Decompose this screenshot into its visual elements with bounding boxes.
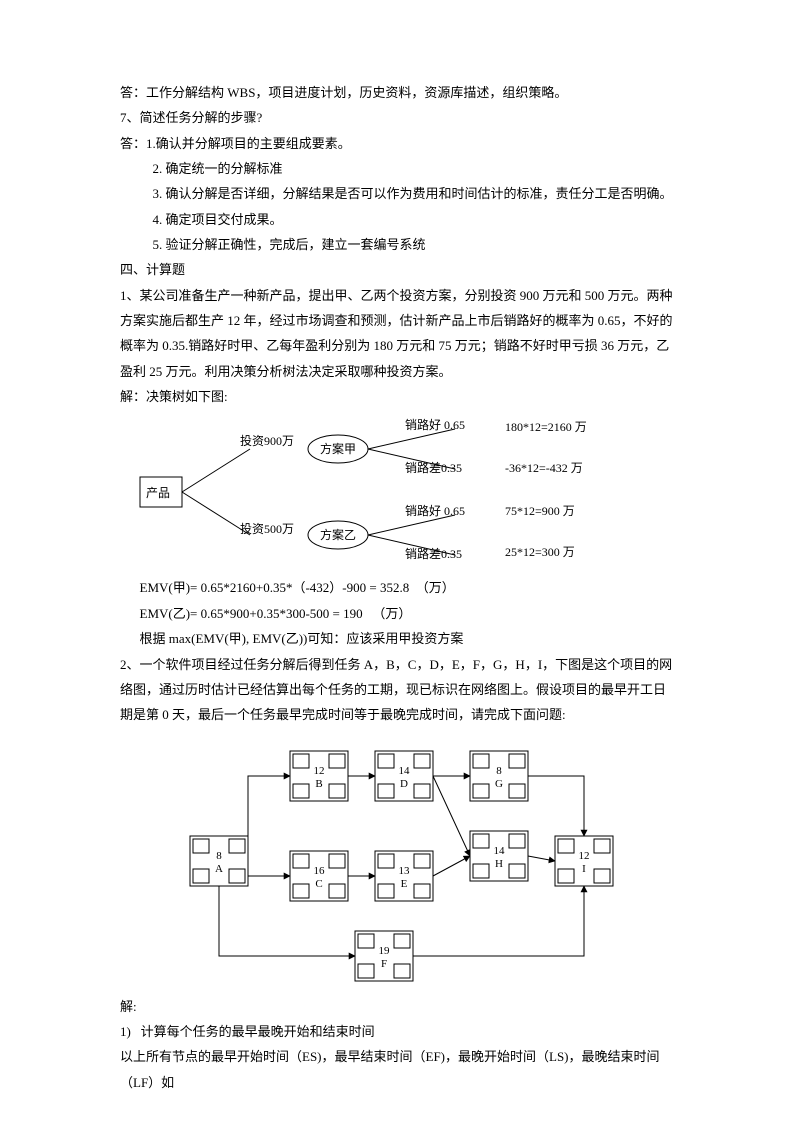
tree-good-b-calc: 75*12=900 万 — [505, 504, 575, 518]
svg-text:8: 8 — [496, 765, 502, 777]
para-sol2-1: 1) 计算每个任务的最早最晚开始和结束时间 — [120, 1019, 673, 1044]
tree-bad-b-calc: 25*12=300 万 — [505, 545, 575, 559]
svg-text:13: 13 — [399, 865, 411, 877]
svg-text:A: A — [215, 863, 223, 875]
para-a7-3: 3. 确认分解是否详细，分解结果是否可以作为费用和时间估计的标准，责任分工是否明… — [120, 181, 673, 206]
para-emv-b: EMV(乙)= 0.65*900+0.35*300-500 = 190 （万） — [120, 601, 673, 626]
para-q2: 2、一个软件项目经过任务分解后得到任务 A，B，C，D，E，F，G，H，I，下图… — [120, 652, 673, 728]
tree-bad-a: 销路差0.35 — [405, 460, 462, 475]
svg-text:G: G — [495, 778, 503, 790]
tree-good-a: 销路好 0.65 — [405, 417, 465, 432]
svg-text:F: F — [381, 958, 387, 970]
tree-root: 产品 — [146, 486, 170, 500]
para-a7-1: 答：1.确认并分解项目的主要组成要素。 — [120, 131, 673, 156]
svg-text:D: D — [400, 778, 408, 790]
para-a7-2: 2. 确定统一的分解标准 — [120, 156, 673, 181]
tree-label-b: 方案乙 — [320, 527, 356, 542]
section-4-heading: 四、计算题 — [120, 257, 673, 282]
tree-good-b: 销路好 0.65 — [405, 503, 465, 518]
tree-bad-b: 销路差0.35 — [405, 546, 462, 561]
para-answer-wbs: 答：工作分解结构 WBS，项目进度计划，历史资料，资源库描述，组织策略。 — [120, 80, 673, 105]
tree-bad-a-calc: -36*12=-432 万 — [505, 461, 583, 475]
decision-tree-diagram: 产品 投资900万 方案甲 投资500万 方案乙 销路好 0.65 销路差0.3… — [120, 417, 673, 567]
svg-text:H: H — [495, 858, 503, 870]
svg-text:C: C — [315, 878, 322, 890]
svg-text:16: 16 — [314, 865, 326, 877]
svg-text:12: 12 — [579, 850, 590, 862]
svg-text:14: 14 — [399, 765, 411, 777]
tree-invest-b: 投资500万 — [240, 521, 294, 536]
para-a7-4: 4. 确定项目交付成果。 — [120, 207, 673, 232]
para-sol2-2: 以上所有节点的最早开始时间（ES)，最早结束时间（EF)，最晚开始时间（LS)，… — [120, 1044, 673, 1095]
tree-invest-a: 投资900万 — [240, 433, 294, 448]
para-a7-5: 5. 验证分解正确性，完成后，建立一套编号系统 — [120, 232, 673, 257]
svg-text:I: I — [582, 863, 586, 875]
svg-text:12: 12 — [314, 765, 325, 777]
svg-text:14: 14 — [494, 845, 506, 857]
network-diagram: 8A12B16C14D13E19F8G14H12I — [180, 736, 673, 986]
svg-text:B: B — [315, 778, 322, 790]
tree-good-a-calc: 180*12=2160 万 — [505, 420, 587, 434]
para-emv-a: EMV(甲)= 0.65*2160+0.35*（-432）-900 = 352.… — [120, 575, 673, 600]
para-sol1: 解：决策树如下图: — [120, 384, 673, 409]
para-q1: 1、某公司准备生产一种新产品，提出甲、乙两个投资方案，分别投资 900 万元和 … — [120, 283, 673, 384]
para-q7: 7、简述任务分解的步骤? — [120, 105, 673, 130]
svg-text:E: E — [401, 878, 408, 890]
svg-text:19: 19 — [379, 945, 391, 957]
svg-text:8: 8 — [216, 850, 222, 862]
tree-label-a: 方案甲 — [320, 441, 356, 456]
para-emv-conclusion: 根据 max(EMV(甲), EMV(乙))可知：应该采用甲投资方案 — [120, 626, 673, 651]
para-sol2: 解: — [120, 994, 673, 1019]
